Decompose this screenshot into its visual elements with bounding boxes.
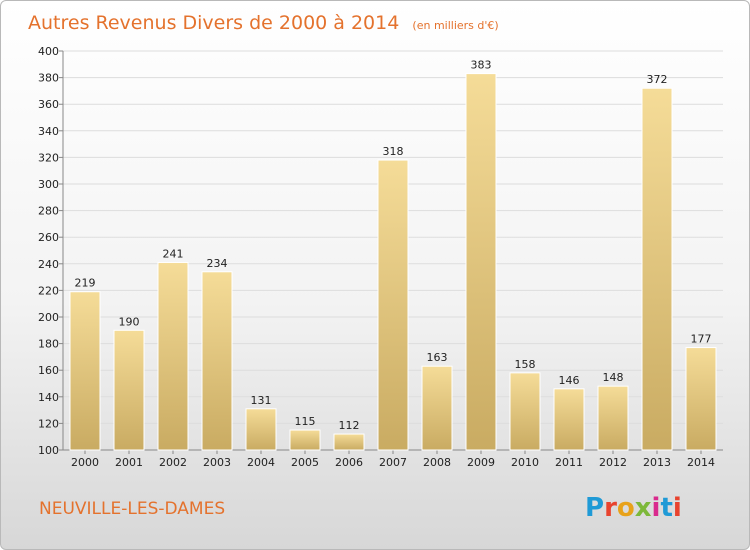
bar-value-label: 318 [383,145,404,158]
bar-value-label: 146 [559,374,580,387]
bar [157,261,189,451]
bar [69,291,101,451]
bar [597,385,629,451]
bar-value-label: 112 [339,419,360,432]
bar [377,159,409,451]
chart-title-text: Autres Revenus Divers de 2000 à 2014 [28,12,399,34]
bar-value-label: 241 [163,247,184,260]
value-labels: 219 190 241 234 131 115 112 318 163 383 158 146 148 3… [75,59,712,432]
y-tick-label: 200 [38,311,59,324]
y-tick-label: 400 [38,45,59,58]
location-name: NEUVILLE-LES-DAMES [39,499,225,519]
bar-value-label: 372 [647,73,668,86]
bar [465,73,497,451]
bar-value-label: 163 [427,351,448,364]
bar-value-label: 148 [603,371,624,384]
bar [509,372,541,451]
x-tick-label: 2010 [511,456,539,469]
bar [421,365,453,451]
bars [69,73,717,451]
bar [201,271,233,451]
logo-letter: t [660,493,672,523]
proxiti-logo: Proxiti [585,493,682,523]
y-tick-label: 360 [38,98,59,111]
bar-value-label: 177 [691,333,712,346]
x-tick-label: 2013 [643,456,671,469]
y-tick-label: 300 [38,178,59,191]
x-tick-label: 2012 [599,456,627,469]
x-tick-label: 2001 [115,456,143,469]
x-tick-label: 2005 [291,456,319,469]
y-tick-label: 240 [38,258,59,271]
y-tick-label: 280 [38,205,59,218]
y-tick-label: 140 [38,391,59,404]
x-tick-label: 2003 [203,456,231,469]
y-tick-label: 120 [38,417,59,430]
x-tick-label: 2009 [467,456,495,469]
y-tick-label: 100 [38,444,59,457]
bar-value-label: 115 [295,415,316,428]
x-tick-label: 2006 [335,456,363,469]
logo-letter: P [585,493,604,523]
x-tick-label: 2008 [423,456,451,469]
bar [333,433,365,451]
x-tick-label: 2002 [159,456,187,469]
x-tick-label: 2007 [379,456,407,469]
y-tick-label: 160 [38,364,59,377]
bar [641,87,673,451]
y-tick-label: 180 [38,338,59,351]
y-tick-label: 220 [38,284,59,297]
x-tick-label: 2000 [71,456,99,469]
x-tick-label: 2014 [687,456,715,469]
logo-letter: r [604,493,617,523]
bar-value-label: 219 [75,277,96,290]
bar-value-label: 383 [471,59,492,72]
bar [245,408,277,451]
chart-title: Autres Revenus Divers de 2000 à 2014 (en… [28,12,499,34]
y-tick-label: 260 [38,231,59,244]
bar-value-label: 131 [251,394,272,407]
chart-unit-note: (en milliers d'€) [412,19,498,32]
y-tick-label: 320 [38,151,59,164]
y-tick-label: 340 [38,125,59,138]
bar [289,429,321,451]
bar [553,388,585,451]
logo-letter: o [617,493,635,523]
y-tick-label: 380 [38,72,59,85]
bar [685,347,717,451]
logo-letter: i [652,493,661,523]
x-tick-label: 2011 [555,456,583,469]
logo-letter: i [673,493,682,523]
bar-value-label: 234 [207,257,228,270]
logo-letter: x [635,493,652,523]
bar-value-label: 158 [515,358,536,371]
x-tick-label: 2004 [247,456,275,469]
bar [113,329,145,451]
bar-value-label: 190 [119,315,140,328]
